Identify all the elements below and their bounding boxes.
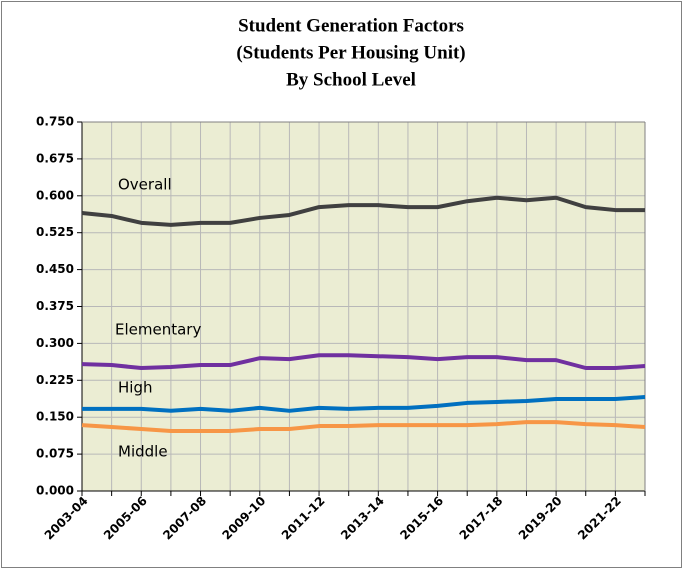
y-tick-label: 0.300 (36, 336, 74, 350)
series-line (81, 353, 646, 370)
y-tick-label: 0.075 (36, 447, 74, 461)
y-tick-label: 0.375 (36, 299, 74, 313)
y-tick-label: 0.000 (36, 484, 74, 498)
series-label: Elementary (115, 321, 201, 339)
y-tick-label: 0.150 (36, 410, 74, 424)
series-line (82, 395, 646, 413)
series-line (81, 420, 646, 433)
y-tick-label: 0.450 (36, 262, 74, 276)
series-label: Overall (118, 176, 172, 194)
chart-title: By School Level (286, 69, 416, 90)
y-tick-label: 0.525 (36, 225, 74, 239)
y-tick-label: 0.600 (36, 188, 74, 202)
chart-title: (Students Per Housing Unit) (236, 42, 465, 63)
series-line (81, 195, 645, 227)
series-label: High (118, 379, 152, 397)
chart-title: Student Generation Factors (238, 15, 464, 36)
y-tick-label: 0.225 (36, 373, 74, 387)
y-tick-label: 0.675 (36, 151, 74, 165)
series-label: Middle (118, 443, 168, 461)
y-tick-label: 0.750 (36, 115, 74, 129)
